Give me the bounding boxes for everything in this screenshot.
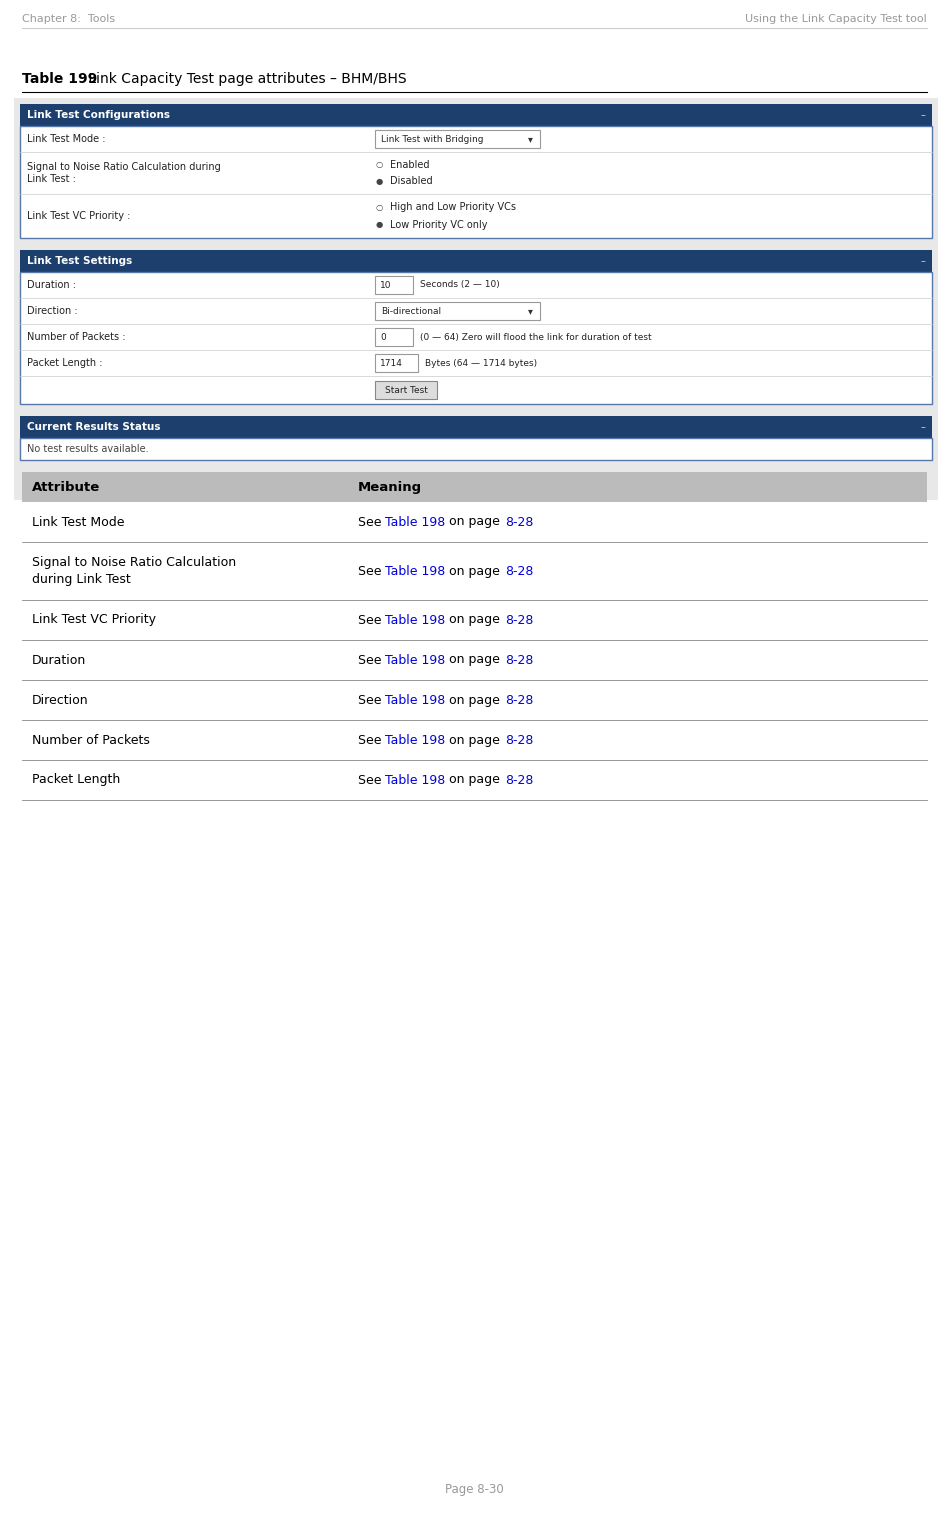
Text: ○: ○ (375, 160, 382, 170)
Bar (375, 130, 540, 148)
Text: Disabled: Disabled (390, 177, 433, 186)
Text: Seconds (2 — 10): Seconds (2 — 10) (420, 280, 500, 289)
Bar (375, 276, 413, 294)
Bar (20, 250, 932, 273)
Text: Link Test Mode: Link Test Mode (32, 515, 124, 528)
Text: –: – (921, 422, 925, 431)
Text: Table 198: Table 198 (384, 613, 445, 627)
Text: 8-28: 8-28 (505, 654, 533, 666)
Bar (14, 98, 938, 500)
Text: Direction :: Direction : (27, 306, 78, 316)
Text: Bi-directional: Bi-directional (381, 306, 441, 315)
Text: Duration :: Duration : (27, 280, 76, 291)
Text: ○: ○ (375, 203, 382, 212)
Text: on page: on page (445, 693, 504, 707)
Text: Link Capacity Test page attributes – BHM/BHS: Link Capacity Test page attributes – BHM… (84, 73, 406, 86)
Text: Packet Length :: Packet Length : (27, 357, 102, 368)
Text: on page: on page (445, 654, 504, 666)
Text: See: See (358, 515, 385, 528)
Text: Current Results Status: Current Results Status (27, 422, 160, 431)
Text: Table 198: Table 198 (384, 733, 445, 746)
Text: 8-28: 8-28 (505, 565, 533, 577)
Text: Packet Length: Packet Length (32, 774, 121, 786)
Bar (22, 472, 927, 503)
Text: Enabled: Enabled (390, 159, 430, 170)
Text: on page: on page (445, 515, 504, 528)
Text: Direction: Direction (32, 693, 88, 707)
Text: See: See (358, 693, 385, 707)
Text: on page: on page (445, 613, 504, 627)
Text: Link Test Configurations: Link Test Configurations (27, 111, 170, 120)
Bar (375, 303, 540, 319)
Bar (20, 438, 932, 460)
Text: Link Test Mode :: Link Test Mode : (27, 135, 105, 144)
Text: Page 8-30: Page 8-30 (445, 1484, 504, 1496)
Text: ▾: ▾ (529, 135, 533, 144)
Text: on page: on page (445, 733, 504, 746)
Text: on page: on page (445, 565, 504, 577)
Text: 8-28: 8-28 (505, 774, 533, 786)
Text: Number of Packets :: Number of Packets : (27, 332, 125, 342)
Text: Link Test Settings: Link Test Settings (27, 256, 132, 266)
Bar (20, 273, 932, 404)
Text: See: See (358, 565, 385, 577)
Text: Bytes (64 — 1714 bytes): Bytes (64 — 1714 bytes) (425, 359, 537, 368)
Text: Table 198: Table 198 (384, 774, 445, 786)
Text: Using the Link Capacity Test tool: Using the Link Capacity Test tool (745, 14, 927, 24)
Text: Signal to Noise Ratio Calculation
during Link Test: Signal to Noise Ratio Calculation during… (32, 556, 236, 586)
Text: See: See (358, 774, 385, 786)
Text: ●: ● (375, 177, 382, 186)
Text: No test results available.: No test results available. (27, 444, 149, 454)
Text: See: See (358, 613, 385, 627)
Text: Table 199: Table 199 (22, 73, 97, 86)
Text: Duration: Duration (32, 654, 86, 666)
Text: –: – (921, 256, 925, 266)
Text: 8-28: 8-28 (505, 733, 533, 746)
Text: Table 198: Table 198 (384, 515, 445, 528)
Bar (20, 126, 932, 238)
Text: ●: ● (375, 221, 382, 229)
Text: Number of Packets: Number of Packets (32, 733, 150, 746)
Text: See: See (358, 654, 385, 666)
Text: 10: 10 (381, 280, 392, 289)
Text: on page: on page (445, 774, 504, 786)
Text: Table 198: Table 198 (384, 654, 445, 666)
Text: 1714: 1714 (381, 359, 403, 368)
Bar (375, 354, 419, 372)
Text: 8-28: 8-28 (505, 613, 533, 627)
Text: See: See (358, 733, 385, 746)
Text: Attribute: Attribute (32, 480, 101, 494)
Text: Link Test with Bridging: Link Test with Bridging (381, 135, 484, 144)
Bar (375, 329, 413, 345)
Text: Chapter 8:  Tools: Chapter 8: Tools (22, 14, 115, 24)
Text: ▾: ▾ (529, 306, 533, 316)
Text: High and Low Priority VCs: High and Low Priority VCs (390, 203, 516, 212)
Text: Start Test: Start Test (384, 386, 428, 395)
Text: Link Test VC Priority: Link Test VC Priority (32, 613, 156, 627)
Text: Meaning: Meaning (358, 480, 422, 494)
Text: Table 198: Table 198 (384, 565, 445, 577)
Bar (20, 416, 932, 438)
Text: (0 — 64) Zero will flood the link for duration of test: (0 — 64) Zero will flood the link for du… (420, 333, 652, 342)
Text: Low Priority VC only: Low Priority VC only (390, 220, 488, 230)
Text: Link Test VC Priority :: Link Test VC Priority : (27, 210, 130, 221)
Bar (20, 104, 932, 126)
Text: Signal to Noise Ratio Calculation during
Link Test :: Signal to Noise Ratio Calculation during… (27, 162, 221, 185)
Text: 8-28: 8-28 (505, 693, 533, 707)
Text: 0: 0 (381, 333, 386, 342)
Text: Table 198: Table 198 (384, 693, 445, 707)
Text: 8-28: 8-28 (505, 515, 533, 528)
Bar (375, 382, 437, 400)
Text: –: – (921, 111, 925, 120)
